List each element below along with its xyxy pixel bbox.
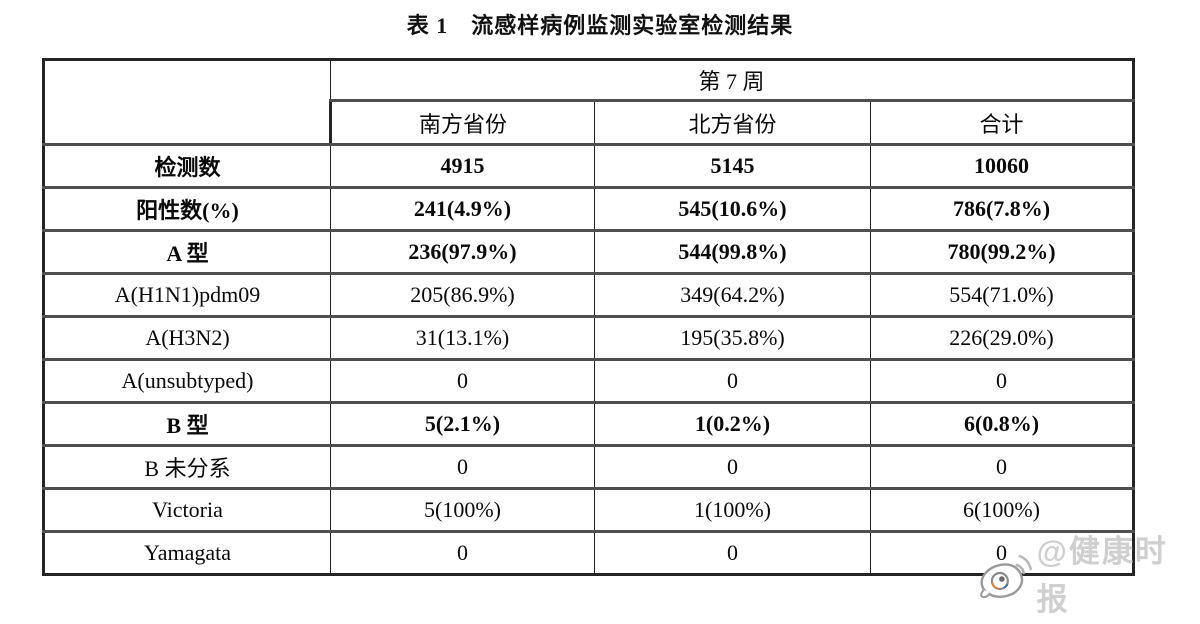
- table-cell: 545(10.6%): [594, 186, 871, 232]
- row-label: 检测数: [42, 143, 331, 189]
- table-row: A(unsubtyped) 0 0 0: [42, 358, 1136, 404]
- table-cell: 1(100%): [594, 487, 871, 533]
- col-header-south: 南方省份: [329, 99, 595, 146]
- table-cell: 0: [594, 444, 871, 490]
- table-cell: 0: [594, 358, 871, 404]
- row-label: B 型: [42, 401, 331, 447]
- corner-cell: [42, 58, 331, 146]
- table-cell: 5(100%): [330, 487, 595, 533]
- table-cell: 0: [869, 530, 1136, 576]
- week-header-cell: 第 7 周: [329, 58, 1136, 102]
- table-cell: 349(64.2%): [594, 272, 871, 318]
- table-cell: 6(0.8%): [869, 401, 1136, 447]
- table-cell: 554(71.0%): [869, 272, 1136, 318]
- column-header-row: 南方省份 北方省份 合计: [44, 99, 1136, 146]
- row-label: Victoria: [42, 487, 331, 533]
- table-cell: 5145: [594, 143, 871, 189]
- table-cell: 0: [330, 358, 595, 404]
- row-label: 阳性数(%): [42, 186, 331, 232]
- table-cell: 0: [869, 444, 1136, 490]
- table-cell: 1(0.2%): [594, 401, 871, 447]
- table-cell: 31(13.1%): [330, 315, 595, 361]
- col-header-north: 北方省份: [594, 99, 871, 146]
- week-header-row: 第 7 周: [42, 58, 1136, 146]
- table-cell: 195(35.8%): [594, 315, 871, 361]
- row-label: Yamagata: [42, 530, 331, 576]
- flu-surveillance-table: 第 7 周 南方省份 北方省份 合计 检测数 4915 5145 10060 阳性数(%…: [42, 58, 1136, 576]
- table-cell: 241(4.9%): [330, 186, 595, 232]
- table-row: B 型 5(2.1%) 1(0.2%) 6(0.8%): [42, 401, 1136, 447]
- table-row: Yamagata 0 0 0: [42, 530, 1136, 576]
- table-cell: 544(99.8%): [594, 229, 871, 275]
- table-cell: 4915: [330, 143, 595, 189]
- table-cell: 10060: [869, 143, 1136, 189]
- table-cell: 6(100%): [869, 487, 1136, 533]
- table-cell: 0: [330, 530, 595, 576]
- table-cell: 236(97.9%): [330, 229, 595, 275]
- row-label: A(H1N1)pdm09: [42, 272, 331, 318]
- table-cell: 205(86.9%): [330, 272, 595, 318]
- table-cell: 226(29.0%): [869, 315, 1136, 361]
- table-row: Victoria 5(100%) 1(100%) 6(100%): [42, 487, 1136, 533]
- table-row: 检测数 4915 5145 10060: [42, 143, 1136, 189]
- row-label: A(H3N2): [42, 315, 331, 361]
- table-cell: 0: [869, 358, 1136, 404]
- table-row: A(H3N2) 31(13.1%) 195(35.8%) 226(29.0%): [42, 315, 1136, 361]
- table-cell: 5(2.1%): [330, 401, 595, 447]
- table-cell: 0: [330, 444, 595, 490]
- table-cell: 786(7.8%): [869, 186, 1136, 232]
- col-header-total: 合计: [869, 99, 1136, 146]
- table-row: 阳性数(%) 241(4.9%) 545(10.6%) 786(7.8%): [42, 186, 1136, 232]
- table-row: B 未分系 0 0 0: [42, 444, 1136, 490]
- table-title: 表 1 流感样病例监测实验室检测结果: [406, 13, 794, 38]
- row-label: B 未分系: [42, 444, 331, 490]
- row-label: A 型: [42, 229, 331, 275]
- table-row: A(H1N1)pdm09 205(86.9%) 349(64.2%) 554(71.0…: [42, 272, 1136, 318]
- table-cell: 0: [594, 530, 871, 576]
- table-cell: 780(99.2%): [869, 229, 1136, 275]
- row-label: A(unsubtyped): [42, 358, 331, 404]
- table-row: A 型 236(97.9%) 544(99.8%) 780(99.2%): [42, 229, 1136, 275]
